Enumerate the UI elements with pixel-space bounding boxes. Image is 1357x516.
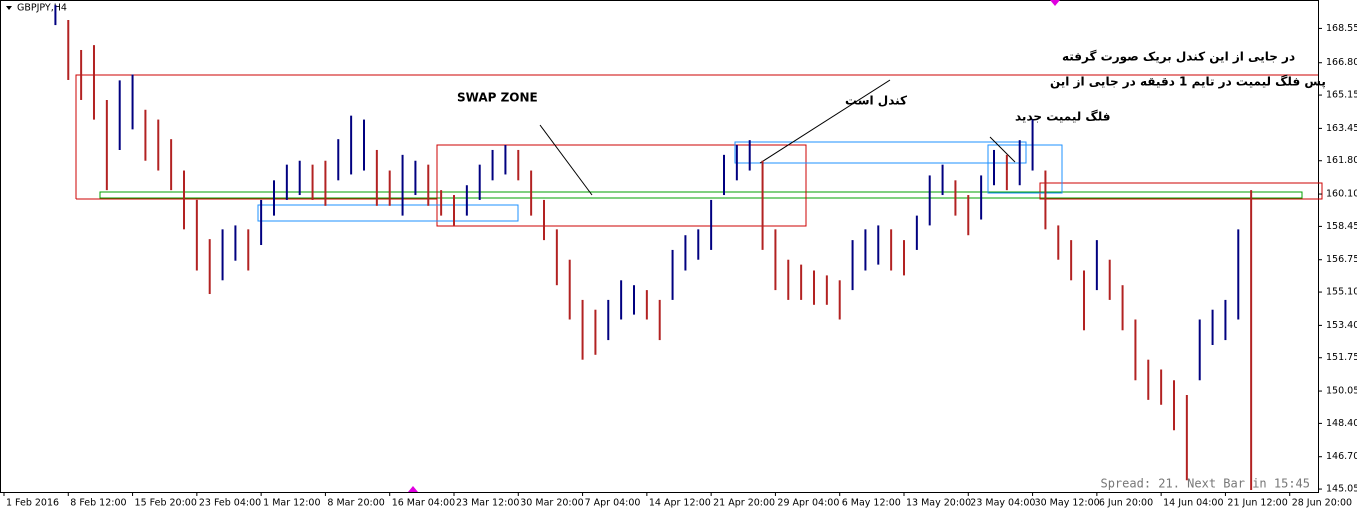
x-tick-label: 28 Jun 20:00 xyxy=(1292,498,1352,509)
leader-line xyxy=(759,79,891,164)
y-tick-label: 156.750 xyxy=(1326,254,1357,265)
annotation: SWAP ZONE xyxy=(457,91,538,105)
drawings xyxy=(75,74,1323,227)
x-tick-label: 14 Jun 04:00 xyxy=(1163,498,1223,509)
x-tick-label: 29 Apr 04:00 xyxy=(777,498,839,509)
menu-arrow xyxy=(6,6,12,10)
x-tick-label: 23 Feb 04:00 xyxy=(199,498,261,509)
leader-line xyxy=(989,136,1016,163)
x-tick-label: 14 Apr 12:00 xyxy=(649,498,711,509)
y-tick-label: 146.700 xyxy=(1326,451,1357,462)
y-tick-label: 158.450 xyxy=(1326,221,1357,232)
x-tick-label: 16 Mar 04:00 xyxy=(392,498,455,509)
y-tick-label: 166.800 xyxy=(1326,57,1357,68)
x-tick-label: 1 Mar 12:00 xyxy=(263,498,320,509)
x-tick-label: 15 Feb 20:00 xyxy=(135,498,197,509)
y-tick-label: 163.450 xyxy=(1326,123,1357,134)
x-tick-label: 7 Apr 04:00 xyxy=(585,498,641,509)
y-tick-label: 145.050 xyxy=(1326,484,1357,495)
x-tick-label: 21 Apr 20:00 xyxy=(713,498,775,509)
marker xyxy=(1050,0,1060,6)
y-tick-label: 161.800 xyxy=(1326,155,1357,166)
x-tick-label: 23 Mar 12:00 xyxy=(456,498,519,509)
chart-title: GBPJPY,H4 xyxy=(17,3,67,14)
green-zone xyxy=(99,191,1303,199)
y-tick-label: 150.050 xyxy=(1326,386,1357,397)
marker xyxy=(408,486,418,492)
y-tick-label: 153.400 xyxy=(1326,320,1357,331)
swap-zone-box xyxy=(436,144,807,227)
x-tick-label: 30 Mar 20:00 xyxy=(520,498,583,509)
x-tick-label: 13 May 20:00 xyxy=(906,498,971,509)
x-tick-label: 6 Jun 20:00 xyxy=(1099,498,1153,509)
blue-box xyxy=(734,141,1027,164)
annotation: کندل است xyxy=(845,94,907,108)
y-tick-label: 148.400 xyxy=(1326,418,1357,429)
x-tick-label: 23 May 04:00 xyxy=(970,498,1035,509)
leader-line xyxy=(539,124,593,196)
y-tick-label: 165.150 xyxy=(1326,90,1357,101)
red-level xyxy=(75,74,1318,199)
y-tick-label: 168.550 xyxy=(1326,23,1357,34)
x-tick-label: 6 May 12:00 xyxy=(842,498,901,509)
blue-box xyxy=(257,204,519,222)
x-tick-label: 8 Mar 20:00 xyxy=(327,498,384,509)
y-tick-label: 151.750 xyxy=(1326,352,1357,363)
x-tick-label: 8 Feb 12:00 xyxy=(70,498,126,509)
x-tick-label: 30 May 12:00 xyxy=(1035,498,1100,509)
x-tick-label: 1 Feb 2016 xyxy=(6,498,59,509)
red-box xyxy=(1039,182,1323,200)
annotation: فلگ لیمیت جدید xyxy=(1015,110,1110,124)
status-text: Spread: 21. Next Bar in 15:45 xyxy=(1100,477,1310,491)
y-tick-label: 160.100 xyxy=(1326,189,1357,200)
x-tick-label: 21 Jun 12:00 xyxy=(1227,498,1287,509)
blue-box xyxy=(987,144,1063,194)
y-tick-label: 155.100 xyxy=(1326,287,1357,298)
annotation: پس فلگ لیمیت در تایم 1 دقیقه در جایی از … xyxy=(1050,75,1326,89)
plot-frame xyxy=(0,0,1319,493)
annotation: در جایی از این کندل بریک صورت گرفته xyxy=(1062,50,1295,65)
